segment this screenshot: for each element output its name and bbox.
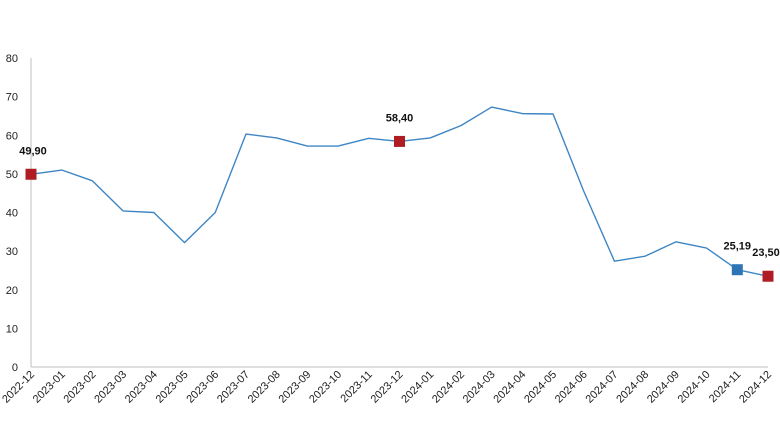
data-label: 49,90	[19, 145, 47, 157]
x-axis: 2022-122023-012023-022023-032023-042023-…	[0, 366, 774, 406]
x-tick-label: 2024-05	[522, 369, 559, 406]
x-tick-label: 2024-10	[676, 369, 713, 406]
y-tick-label: 60	[6, 130, 18, 142]
x-tick-label: 2023-02	[62, 369, 99, 406]
x-tick-label: 2023-03	[92, 369, 129, 406]
x-tick-label: 2023-08	[246, 369, 283, 406]
x-tick-label: 2022-12	[0, 369, 37, 406]
y-tick-label: 40	[6, 208, 18, 220]
data-label: 23,50	[752, 247, 780, 259]
y-tick-label: 80	[6, 53, 18, 65]
x-tick-label: 2024-11	[707, 369, 743, 405]
x-tick-label: 2024-12	[737, 369, 774, 406]
x-tick-label: 2024-06	[553, 369, 590, 406]
data-label: 58,40	[386, 112, 414, 124]
x-tick-label: 2023-06	[184, 369, 221, 406]
x-tick-label: 2024-02	[430, 369, 467, 406]
y-tick-label: 70	[6, 92, 18, 104]
x-tick-label: 2024-03	[461, 369, 498, 406]
y-tick-label: 0	[12, 362, 18, 374]
x-tick-label: 2024-07	[584, 369, 621, 406]
x-tick-label: 2024-04	[491, 369, 528, 406]
x-tick-label: 2024-08	[614, 369, 651, 406]
y-tick-label: 20	[6, 285, 18, 297]
x-tick-label: 2024-09	[645, 369, 682, 406]
x-tick-label: 2023-04	[123, 369, 160, 406]
x-tick-label: 2023-01	[31, 369, 68, 406]
highlight-marker	[25, 168, 37, 180]
x-tick-label: 2023-11	[338, 369, 374, 405]
series-layer	[30, 106, 769, 277]
x-tick-label: 2023-10	[307, 369, 344, 406]
y-axis: 0 10 20 30 40 50 60 70 80	[6, 53, 32, 374]
data-label: 25,19	[724, 241, 752, 253]
y-tick-label: 10	[6, 323, 18, 335]
highlight-markers	[25, 135, 774, 282]
x-tick-label: 2024-01	[399, 369, 436, 406]
highlight-marker	[731, 264, 743, 276]
y-tick-label: 50	[6, 169, 18, 181]
y-tick-label: 30	[6, 246, 18, 258]
highlight-marker	[762, 270, 774, 282]
x-tick-label: 2023-05	[154, 369, 191, 406]
x-tick-label: 2023-09	[276, 369, 313, 406]
highlight-marker	[394, 135, 405, 147]
x-tick-label: 2023-07	[215, 369, 252, 406]
series-line-0	[30, 106, 769, 277]
x-tick-label: 2023-12	[369, 369, 406, 406]
